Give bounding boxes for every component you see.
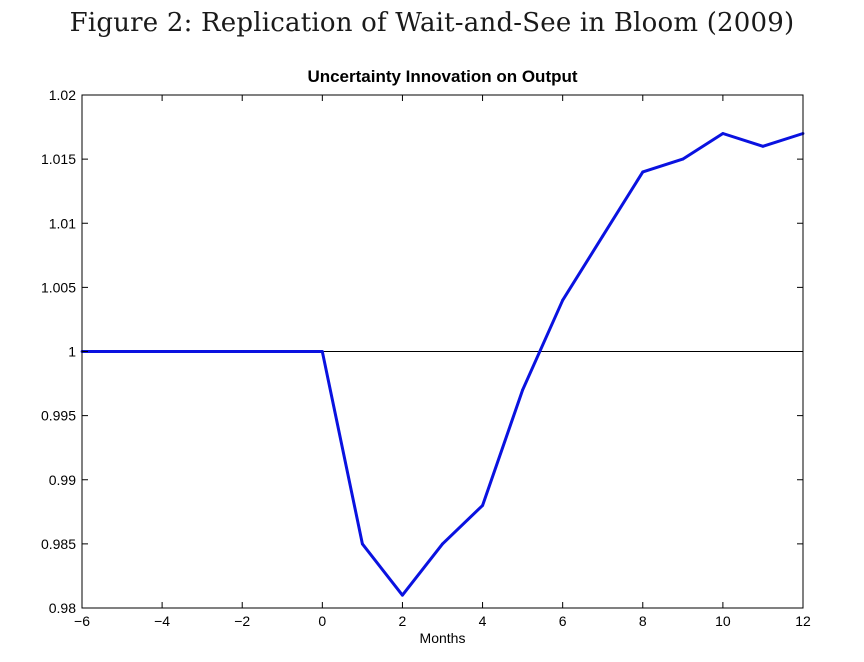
y-tick-label: 0.98 <box>49 600 76 616</box>
x-tick-label: 6 <box>559 613 567 629</box>
y-tick-label: 1.01 <box>49 215 76 231</box>
x-tick-label: −2 <box>234 613 250 629</box>
x-tick-label: 0 <box>318 613 326 629</box>
series-layer <box>80 132 805 597</box>
x-tick-label: 10 <box>715 613 731 629</box>
data-point <box>761 144 765 148</box>
figure-caption: Figure 2: Replication of Wait-and-See in… <box>69 8 795 38</box>
x-tick-label: 8 <box>639 613 647 629</box>
x-tick-label: 2 <box>399 613 407 629</box>
tick-layer: −6 −4 −2 0 2 4 6 8 10 12 0.98 0.985 0.99 0.995 1 1.005 1… <box>41 87 811 629</box>
data-point <box>721 132 725 135</box>
x-tick-label: −6 <box>74 613 90 629</box>
data-point <box>401 593 404 597</box>
data-point <box>641 170 645 174</box>
x-axis-label: Months <box>420 630 466 646</box>
x-tick-label: −4 <box>154 613 170 629</box>
x-tick-label: 4 <box>479 613 487 629</box>
data-point <box>601 234 605 238</box>
data-point <box>681 157 685 161</box>
chart-title: Uncertainty Innovation on Output <box>307 67 577 86</box>
y-tick-label: 0.995 <box>41 408 76 424</box>
data-point <box>481 504 484 507</box>
data-point <box>561 298 565 302</box>
data-point <box>521 388 525 392</box>
y-tick-label: 0.99 <box>49 472 76 488</box>
data-point <box>360 542 364 546</box>
data-point <box>200 350 204 353</box>
y-tick-label: 0.985 <box>41 536 76 552</box>
data-point <box>441 542 444 546</box>
data-point <box>240 350 244 353</box>
data-point <box>280 350 284 353</box>
data-point <box>120 350 124 353</box>
x-tick-label: 12 <box>795 613 811 629</box>
data-point <box>160 350 164 353</box>
data-point <box>320 350 324 353</box>
y-tick-label: 1.005 <box>41 279 76 295</box>
series-line-0 <box>82 132 804 597</box>
y-tick-label: 1.02 <box>49 87 76 103</box>
y-tick-label: 1.015 <box>41 151 76 167</box>
y-tick-label: 1 <box>68 344 76 360</box>
